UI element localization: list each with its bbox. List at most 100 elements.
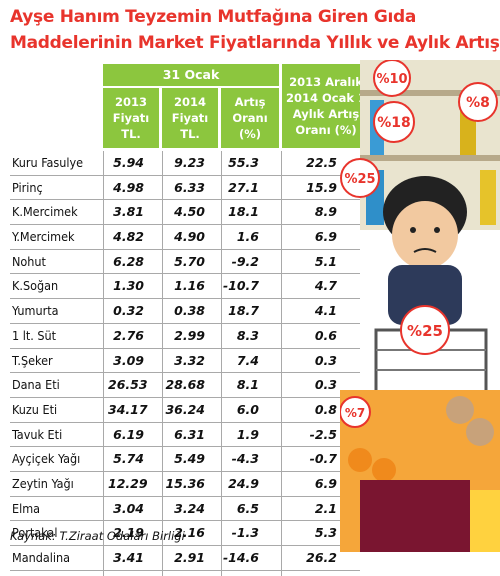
row-price-2014: 6.33 bbox=[174, 179, 205, 195]
row-yearly-change: 27.1 bbox=[228, 179, 259, 195]
table-row: Zeytin Yağı 12.29 15.36 24.9 6.9 bbox=[10, 472, 360, 497]
badge-10: %10 bbox=[373, 60, 411, 97]
title-line-1: Ayşe Hanım Teyzemin Mutfağına Giren Gıda bbox=[10, 7, 417, 27]
table-row: K.Soğan 1.30 1.16 -10.7 4.7 bbox=[10, 274, 360, 300]
mouth-icon bbox=[413, 248, 437, 253]
badge-25-bottom: %25 bbox=[400, 305, 450, 355]
table-row: Nohut 6.28 5.70 -9.2 5.1 bbox=[10, 250, 360, 275]
row-price-2014: 0.38 bbox=[174, 303, 205, 319]
badge-label: %25 bbox=[344, 172, 375, 187]
face-icon bbox=[392, 201, 458, 269]
row-price-2014: 5.49 bbox=[174, 451, 205, 467]
row-price-2013: 12.29 bbox=[108, 475, 148, 491]
grid-line bbox=[103, 151, 104, 576]
row-yearly-change: 6.0 bbox=[236, 401, 259, 417]
row-item-name: Dana Eti bbox=[12, 377, 60, 393]
row-monthly-change: 22.5 bbox=[306, 155, 337, 170]
row-price-2014: 36.24 bbox=[165, 401, 205, 417]
row-yearly-change: 8.3 bbox=[236, 327, 259, 343]
row-monthly-change: 6.9 bbox=[314, 475, 337, 491]
table-row: Tavuk Eti 6.19 6.31 1.9 -2.5 bbox=[10, 423, 360, 448]
row-price-2014: 9.23 bbox=[174, 155, 205, 170]
row-yearly-change: 1.6 bbox=[236, 229, 259, 245]
row-item-name: Pirinç bbox=[12, 179, 43, 195]
eye-icon bbox=[410, 227, 416, 233]
badge-label: %7 bbox=[345, 406, 365, 420]
row-item-name: Mandalina bbox=[12, 550, 71, 565]
bottle-icon bbox=[480, 170, 496, 225]
row-price-2014: 28.68 bbox=[165, 377, 205, 393]
badge-label: %8 bbox=[466, 95, 490, 111]
table-row: Kuru Fasulye 5.94 9.23 55.3 22.5 bbox=[10, 151, 360, 176]
table-row: Dana Eti 26.53 28.68 8.1 0.3 bbox=[10, 373, 360, 398]
row-yearly-change: 6.5 bbox=[236, 500, 259, 516]
row-yearly-change: 18.1 bbox=[228, 204, 259, 220]
row-monthly-change: 4.1 bbox=[314, 303, 337, 319]
lemon-icon bbox=[470, 490, 500, 552]
row-yearly-change: 18.7 bbox=[228, 303, 259, 319]
badge-label: %25 bbox=[407, 322, 443, 340]
row-price-2013: 5.74 bbox=[113, 451, 144, 467]
eye-icon bbox=[434, 227, 440, 233]
row-price-2014: 5.70 bbox=[174, 253, 205, 269]
row-price-2014: 4.50 bbox=[174, 204, 205, 220]
row-item-name: K.Mercimek bbox=[12, 204, 78, 220]
row-item-name: Yumurta bbox=[12, 303, 59, 319]
shelf-plank bbox=[360, 155, 500, 161]
row-monthly-change: 5.3 bbox=[314, 525, 337, 541]
row-monthly-change: 15.9 bbox=[306, 179, 337, 195]
row-price-2014: 15.36 bbox=[165, 475, 205, 491]
badge-25-top: %25 bbox=[340, 158, 380, 198]
row-price-2014: 2.91 bbox=[174, 550, 205, 565]
row-monthly-change: 0.3 bbox=[314, 352, 337, 368]
illustration: %10 %18 %8 %25 %25 %7 bbox=[340, 60, 500, 552]
badge-7: %7 bbox=[340, 396, 371, 428]
row-price-2013: 26.53 bbox=[108, 377, 148, 393]
row-item-name: Portakal bbox=[12, 525, 58, 541]
row-item-name: Kuru Fasulye bbox=[12, 155, 84, 170]
row-price-2014: 6.31 bbox=[174, 426, 205, 442]
row-price-2013: 4.98 bbox=[113, 179, 144, 195]
table-body: Kuru Fasulye 5.94 9.23 55.3 22.5 Pirinç 4.98 6.… bbox=[10, 151, 360, 571]
row-price-2013: 2.19 bbox=[113, 525, 144, 541]
row-yearly-change: 24.9 bbox=[228, 475, 259, 491]
row-item-name: Tavuk Eti bbox=[12, 426, 63, 442]
row-item-name: 1 lt. Süt bbox=[12, 327, 57, 343]
row-yearly-change: 1.9 bbox=[236, 426, 259, 442]
row-price-2014: 4.90 bbox=[174, 229, 205, 245]
row-price-2014: 3.32 bbox=[174, 352, 205, 368]
row-yearly-change: -1.3 bbox=[231, 525, 259, 541]
orange-icon bbox=[348, 448, 372, 472]
header-col-monthly: 2013 Aralık 2014 Ocak 1 Aylık Artış Oran… bbox=[282, 64, 370, 148]
row-item-name: Kuzu Eti bbox=[12, 401, 58, 417]
grid-line bbox=[281, 151, 282, 576]
table-row: Ayçiçek Yağı 5.74 5.49 -4.3 -0.7 bbox=[10, 447, 360, 472]
row-price-2013: 0.32 bbox=[113, 303, 144, 319]
row-price-2013: 6.19 bbox=[113, 426, 144, 442]
row-price-2013: 3.09 bbox=[113, 352, 144, 368]
row-item-name: K.Soğan bbox=[12, 278, 59, 294]
source-note: Kaynak: T.Ziraat Odaları Birliği bbox=[10, 529, 185, 543]
grid-line bbox=[221, 151, 222, 576]
row-monthly-change: 4.7 bbox=[314, 278, 337, 294]
row-monthly-change: -2.5 bbox=[309, 426, 337, 442]
row-price-2013: 3.04 bbox=[113, 500, 144, 516]
row-item-name: Ayçiçek Yağı bbox=[12, 451, 81, 467]
table-row: Pirinç 4.98 6.33 27.1 15.9 bbox=[10, 176, 360, 201]
row-monthly-change: 0.6 bbox=[314, 327, 337, 343]
row-monthly-change: 26.2 bbox=[306, 550, 337, 565]
row-monthly-change: 5.1 bbox=[314, 253, 337, 269]
row-price-2014: 2.16 bbox=[174, 525, 205, 541]
row-price-2013: 1.30 bbox=[113, 278, 144, 294]
row-price-2014: 1.16 bbox=[174, 278, 205, 294]
title-line-2: Maddelerinin Market Fiyatlarında Yıllık … bbox=[10, 33, 500, 53]
badge-label: %18 bbox=[377, 115, 411, 131]
cherries-icon bbox=[360, 480, 470, 552]
row-item-name: T.Şeker bbox=[12, 352, 53, 368]
row-price-2013: 3.41 bbox=[113, 550, 144, 565]
table-row: Portakal 2.19 2.16 -1.3 5.3 bbox=[10, 521, 360, 546]
row-monthly-change: 6.9 bbox=[314, 229, 337, 245]
table-row: Y.Mercimek 4.82 4.90 1.6 6.9 bbox=[10, 225, 360, 250]
row-yearly-change: -10.7 bbox=[222, 278, 259, 294]
row-item-name: Zeytin Yağı bbox=[12, 475, 74, 491]
